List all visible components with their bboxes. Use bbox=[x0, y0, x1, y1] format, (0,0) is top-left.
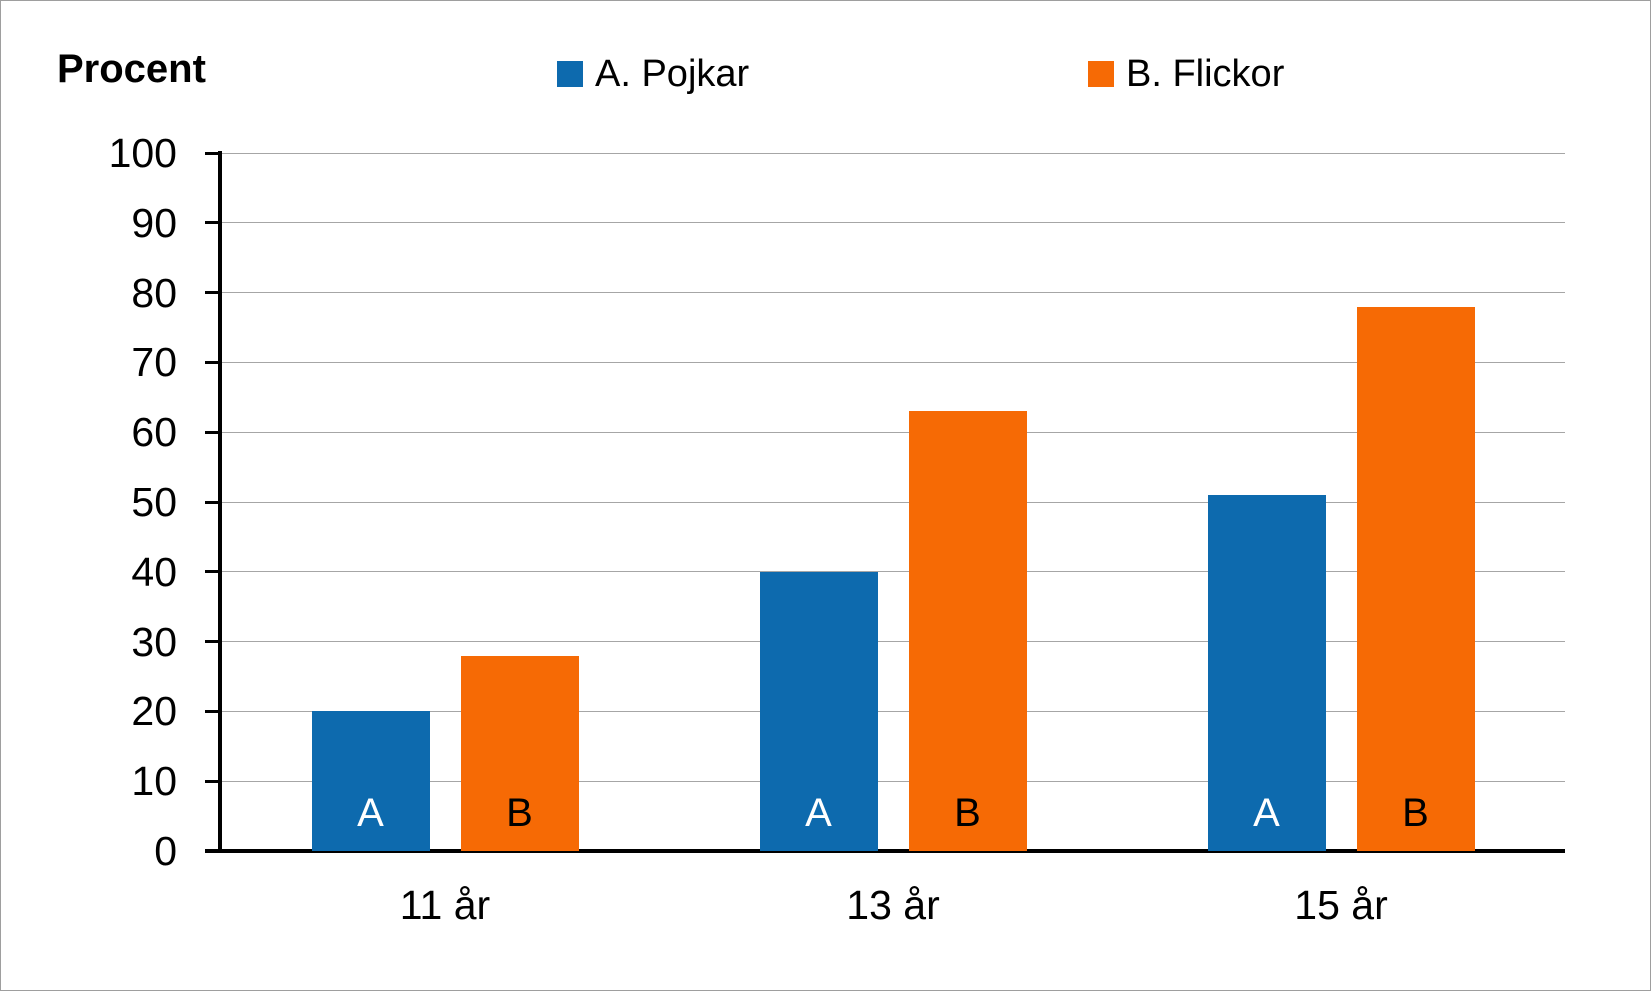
bar-letter: A bbox=[1253, 791, 1280, 835]
y-tick-label: 40 bbox=[131, 548, 177, 595]
gridline bbox=[221, 571, 1565, 573]
bar-letter: A bbox=[357, 791, 384, 835]
gridline bbox=[221, 431, 1565, 433]
y-tick-label: 100 bbox=[108, 130, 177, 176]
y-tick bbox=[205, 360, 221, 364]
x-axis-label: 11 år bbox=[399, 882, 491, 928]
gridline bbox=[221, 710, 1565, 712]
y-tick-label: 30 bbox=[131, 618, 177, 665]
legend-label-flickor: B. Flickor bbox=[1126, 53, 1285, 95]
bar-a-3: A bbox=[1207, 495, 1326, 851]
y-tick bbox=[205, 640, 221, 644]
gridline bbox=[221, 780, 1565, 782]
y-axis-title: Procent bbox=[57, 47, 206, 91]
legend-item-flickor: B. Flickor bbox=[1088, 53, 1284, 95]
y-tick-label: 60 bbox=[131, 409, 177, 456]
x-axis-label: 15 år bbox=[1294, 882, 1388, 928]
bar-b-2: B bbox=[908, 411, 1027, 851]
gridline bbox=[221, 641, 1565, 643]
y-tick-label: 50 bbox=[131, 479, 177, 525]
legend-item-pojkar: A. Pojkar bbox=[557, 53, 749, 95]
y-tick-label: 10 bbox=[131, 758, 177, 805]
y-tick bbox=[205, 500, 221, 504]
gridline bbox=[221, 501, 1565, 503]
y-tick bbox=[205, 221, 221, 225]
bar-letter: A bbox=[805, 791, 832, 835]
bar-a-2: A bbox=[759, 571, 878, 851]
gridline bbox=[221, 222, 1565, 224]
y-tick bbox=[205, 291, 221, 295]
y-tick-label: 20 bbox=[131, 688, 177, 735]
legend-label-pojkar: A. Pojkar bbox=[595, 53, 750, 95]
bar-a-1: A bbox=[311, 711, 430, 851]
gridline bbox=[221, 361, 1565, 363]
bar-letter: B bbox=[954, 791, 981, 835]
bar-letter: B bbox=[506, 791, 533, 835]
bar-b-1: B bbox=[460, 655, 579, 851]
x-axis-label: 13 år bbox=[846, 882, 940, 928]
y-tick-label: 70 bbox=[131, 339, 177, 386]
bar-b-3: B bbox=[1356, 306, 1475, 851]
y-tick-label: 0 bbox=[154, 828, 177, 874]
y-tick bbox=[205, 779, 221, 783]
y-tick bbox=[205, 430, 221, 434]
y-tick-label: 90 bbox=[131, 199, 177, 246]
gridline bbox=[221, 292, 1565, 294]
y-tick-label: 80 bbox=[131, 269, 177, 316]
y-tick bbox=[205, 849, 221, 853]
y-tick bbox=[205, 570, 221, 574]
legend-swatch-pojkar-icon bbox=[557, 61, 583, 87]
gridline bbox=[221, 152, 1565, 154]
bar-letter: B bbox=[1402, 791, 1429, 835]
y-tick bbox=[205, 151, 221, 155]
x-axis bbox=[205, 849, 1565, 853]
legend-swatch-flickor-icon bbox=[1088, 61, 1114, 87]
y-tick bbox=[205, 709, 221, 713]
plot-area: 0 10 20 30 40 50 60 70 80 90 100 A B 11 år A B 13 år A B 15… bbox=[109, 131, 1565, 927]
